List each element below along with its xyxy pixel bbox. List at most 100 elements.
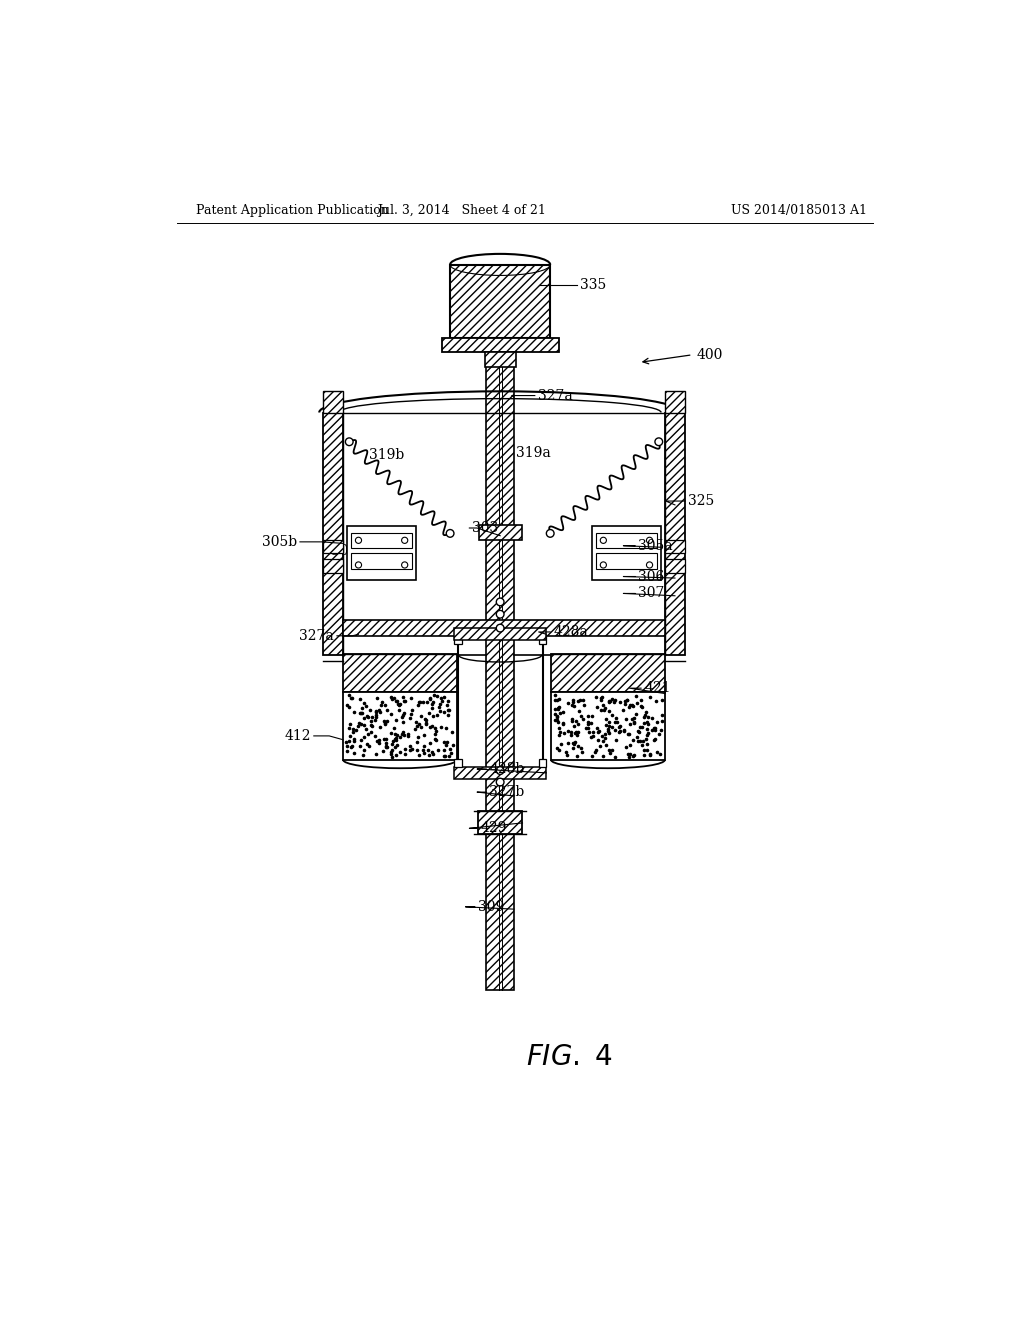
Point bbox=[426, 685, 442, 706]
Text: 305a: 305a bbox=[638, 539, 673, 553]
Point bbox=[388, 744, 404, 766]
Point bbox=[372, 730, 388, 751]
Point bbox=[559, 721, 575, 742]
Point bbox=[595, 694, 611, 715]
Point bbox=[600, 718, 616, 739]
Point bbox=[384, 688, 400, 709]
Point bbox=[345, 721, 361, 742]
Text: 309: 309 bbox=[478, 900, 504, 913]
Point bbox=[644, 719, 660, 741]
Point bbox=[585, 726, 601, 747]
Point bbox=[639, 739, 655, 760]
Point bbox=[592, 735, 608, 756]
Bar bbox=[551, 692, 665, 760]
Bar bbox=[454, 636, 462, 644]
Point bbox=[626, 730, 642, 751]
Point bbox=[389, 690, 406, 711]
Bar bbox=[351, 553, 413, 569]
Point bbox=[378, 733, 394, 754]
Point bbox=[349, 715, 366, 737]
Point bbox=[621, 723, 637, 744]
Bar bbox=[596, 532, 657, 548]
Point bbox=[549, 706, 565, 727]
Point bbox=[639, 733, 655, 754]
Point bbox=[443, 722, 460, 743]
Point bbox=[587, 742, 603, 763]
Point bbox=[389, 693, 406, 714]
Point bbox=[410, 727, 426, 748]
Point bbox=[588, 739, 604, 760]
Point bbox=[395, 690, 412, 711]
Point bbox=[352, 735, 369, 756]
Point bbox=[416, 735, 432, 756]
Point bbox=[647, 690, 664, 711]
Point bbox=[424, 715, 440, 737]
Point bbox=[584, 744, 600, 766]
Point bbox=[556, 722, 572, 743]
Point bbox=[375, 741, 391, 762]
Text: 304: 304 bbox=[332, 544, 357, 558]
Point bbox=[566, 696, 583, 717]
Point bbox=[346, 729, 362, 750]
Point bbox=[352, 713, 369, 734]
Point bbox=[652, 719, 669, 741]
Point bbox=[360, 706, 377, 727]
Point bbox=[618, 689, 635, 710]
Point bbox=[355, 714, 372, 735]
Bar bbox=[323, 558, 343, 573]
Bar bbox=[665, 540, 685, 553]
Point bbox=[550, 697, 566, 718]
Point bbox=[630, 721, 646, 742]
Point bbox=[427, 718, 443, 739]
Point bbox=[440, 705, 457, 726]
Point bbox=[621, 696, 637, 717]
Point bbox=[361, 735, 378, 756]
Point bbox=[357, 696, 374, 717]
Point bbox=[387, 737, 403, 758]
Point bbox=[612, 715, 629, 737]
Point bbox=[383, 742, 399, 763]
Text: 319b: 319b bbox=[370, 447, 404, 462]
Point bbox=[362, 721, 379, 742]
Point bbox=[565, 734, 582, 755]
Point bbox=[591, 721, 607, 742]
Point bbox=[568, 725, 585, 746]
Text: 307: 307 bbox=[638, 586, 665, 601]
Point bbox=[362, 714, 379, 735]
Point bbox=[646, 719, 663, 741]
Point bbox=[560, 693, 577, 714]
Point bbox=[352, 688, 369, 709]
Point bbox=[409, 731, 425, 752]
Point bbox=[547, 690, 563, 711]
Circle shape bbox=[401, 537, 408, 544]
Point bbox=[418, 714, 434, 735]
Point bbox=[624, 709, 640, 730]
Point bbox=[585, 721, 601, 742]
Point bbox=[439, 690, 456, 711]
Point bbox=[626, 696, 642, 717]
Point bbox=[412, 744, 428, 766]
Point bbox=[387, 727, 403, 748]
Point bbox=[342, 688, 358, 709]
Point bbox=[564, 710, 581, 731]
Point bbox=[409, 715, 425, 737]
Point bbox=[565, 738, 582, 759]
Point bbox=[417, 709, 433, 730]
Point bbox=[424, 742, 440, 763]
Point bbox=[551, 689, 567, 710]
Point bbox=[611, 717, 628, 738]
Point bbox=[607, 711, 624, 733]
Point bbox=[415, 739, 431, 760]
Point bbox=[565, 692, 582, 713]
Text: Jul. 3, 2014   Sheet 4 of 21: Jul. 3, 2014 Sheet 4 of 21 bbox=[377, 205, 546, 218]
Point bbox=[422, 733, 438, 754]
Point bbox=[604, 739, 621, 760]
Point bbox=[572, 689, 589, 710]
Point bbox=[552, 722, 568, 743]
Point bbox=[569, 735, 586, 756]
Text: 327b: 327b bbox=[489, 785, 524, 799]
Point bbox=[625, 746, 641, 767]
Point bbox=[634, 734, 650, 755]
Point bbox=[372, 702, 388, 723]
Point bbox=[604, 705, 621, 726]
